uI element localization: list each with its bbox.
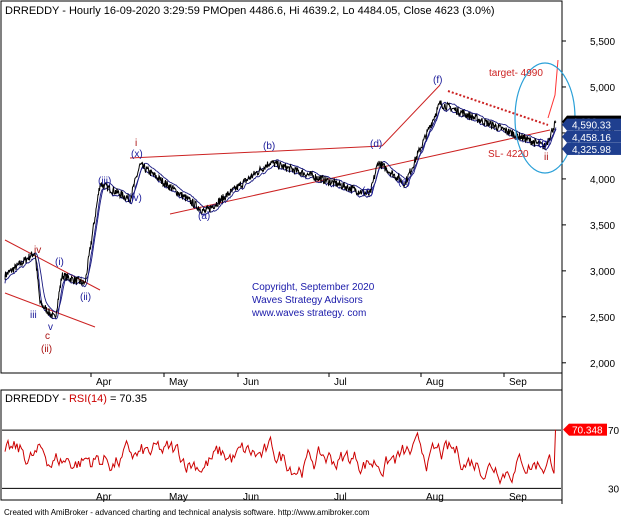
wave-i-paren: (i) [55,257,64,268]
footer-text: Created with AmiBroker - advanced charti… [4,508,370,517]
month-label-rsi: Sep [509,492,527,503]
rsi-series [4,429,556,486]
stoploss-label: SL- 4220 [488,149,529,160]
rsi-tick-label: 30 [608,484,620,495]
price-tick-label: 2,000 [590,359,615,370]
wave-iv: iv [34,245,41,256]
moving-average-line [4,106,557,320]
month-label-price: Aug [426,377,444,388]
wave-ii-paren: (ii) [80,292,91,303]
wave-iii-paren: (iii) [98,176,111,187]
rsi-title-value: = 70.35 [107,393,147,405]
copyright-line-3: www.waves strategy. com [251,308,366,319]
wave-x-paren: (x) [131,149,143,160]
wave-c-paren: (c) [362,186,374,197]
rsi-line [4,429,556,486]
wave-ii: ii [544,152,548,163]
trendlines [4,59,559,328]
x-axis: Apr Apr May May Jun Jun Jul Jul Aug Aug Sep Sep [90,373,527,503]
channel-top-line [4,239,101,291]
price-overlay-series [4,101,557,320]
price-tick-label: 5,500 [590,37,615,48]
rsi-value-label: 70.348 [572,426,603,437]
wave-iv-paren: (iv) [128,193,142,204]
rsi-value-label-arrow [563,423,569,436]
price-tick-label: 4,000 [590,175,615,186]
wave-c: c [45,331,50,342]
rsi-tick-label: 70 [608,426,620,437]
wave-f-paren: (f) [433,75,442,86]
wave-labels: target- 4990 SL- 4220 iv iii v c (ii) (i… [30,68,550,355]
copyright-line-1: Copyright, September 2020 [252,282,375,293]
month-label-price: Jul [334,377,347,388]
fg-leg-line [381,84,441,147]
channel-bottom-line [4,292,96,328]
rsi-value-label-box [569,423,607,436]
price-value-label-box [567,142,621,155]
price-value-label-arrow [562,118,567,131]
price-tick-label: 5,000 [590,83,615,94]
price-tick-label: 3,500 [590,221,615,232]
price-value-label: 4,590.33 [572,121,611,132]
wave-d-paren: (d) [370,139,382,150]
rsi-pane-frame [0,389,563,501]
price-value-label-arrow [562,130,567,143]
month-label-rsi: Jul [334,492,347,503]
wave-e-paren: (e) [398,177,410,188]
price-value-label-box [567,118,621,131]
wave-i: i [135,138,137,149]
price-line [4,100,557,319]
month-label-price: Apr [96,377,112,388]
month-label-rsi: Aug [426,492,444,503]
price-value-label: 4,458.16 [572,133,611,144]
price-tick-label: 3,000 [590,267,615,278]
month-label-rsi: Jun [243,492,259,503]
month-label-price: May [169,377,188,388]
month-label-rsi: May [169,492,188,503]
price-tick-label: 2,500 [590,313,615,324]
price-value-label-box [567,130,621,143]
wave-v: v [48,322,53,333]
price-series [4,100,557,319]
copyright-block: Copyright, September 2020 Waves Strategy… [251,282,375,319]
month-label-price: Sep [509,377,527,388]
rsi-title-name: RSI(14) [69,393,107,405]
chart-title: DRREDDY - Hourly 16-09-2020 3:29:59 PMOp… [5,5,495,17]
wave-b-paren: (b) [263,141,275,152]
wave-iii: iii [30,310,37,321]
target-projection-line [547,59,559,119]
month-label-rsi: Apr [96,492,112,503]
triangle-lower-line [169,129,551,215]
triangle-upper-line [129,145,383,159]
price-value-label-arrow [562,142,567,155]
wave-g-paren: (g) [538,138,550,149]
price-value-label: 4,325.98 [572,145,611,156]
moving-average-line [4,101,557,313]
target-label: target- 4990 [489,68,543,79]
rsi-axis: 70 30 [2,426,620,495]
rsi-title-prefix: DRREDDY - [5,393,69,405]
rsi-title: DRREDDY - RSI(14) = 70.35 [5,393,147,405]
wave-ii-paren-red: (ii) [41,344,52,355]
target-dotted-line [447,90,549,126]
wave-a-paren: (a) [198,211,210,222]
month-label-price: Jun [243,377,259,388]
copyright-line-2: Waves Strategy Advisors [252,295,363,306]
